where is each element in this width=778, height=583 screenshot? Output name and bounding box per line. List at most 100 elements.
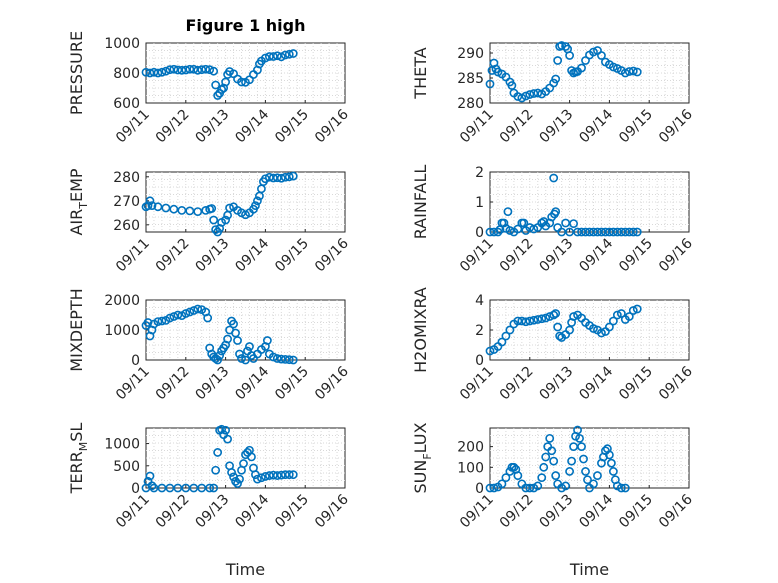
data-point bbox=[541, 452, 551, 462]
data-point bbox=[284, 172, 294, 182]
data-point bbox=[620, 68, 630, 78]
data-point bbox=[589, 479, 598, 489]
data-point bbox=[605, 450, 614, 460]
x-tick-label: 09/11 bbox=[113, 236, 153, 276]
data-point bbox=[606, 458, 616, 468]
data-point bbox=[485, 346, 495, 356]
data-point bbox=[521, 91, 531, 101]
sun-flux-subplot: 09/11 09/12 09/13 09/14 09/15 09/16 200 100 0 SUN… bbox=[411, 422, 696, 579]
data-point bbox=[549, 456, 559, 466]
data-point bbox=[143, 318, 153, 327]
x-tick-label: 09/16 bbox=[656, 491, 696, 531]
data-point bbox=[533, 481, 543, 491]
data-point bbox=[561, 218, 571, 228]
data-point bbox=[233, 336, 242, 345]
y-axis-label: H2OMIXRA bbox=[411, 287, 430, 373]
x-tick-label: 09/11 bbox=[113, 492, 153, 532]
y-axis-label-part: TERR bbox=[67, 451, 86, 494]
x-tick-label: 09/16 bbox=[312, 106, 352, 146]
data-point bbox=[193, 207, 203, 216]
x-tick-label: 09/15 bbox=[616, 492, 656, 532]
x-tick-label: 09/15 bbox=[272, 107, 312, 147]
data-point bbox=[608, 62, 618, 72]
data-point bbox=[209, 215, 219, 225]
data-point bbox=[201, 64, 211, 74]
x-tick-label: 09/13 bbox=[537, 364, 577, 404]
x-tick-label: 09/14 bbox=[576, 363, 616, 403]
y-axis-label-part: SL bbox=[67, 423, 86, 442]
data-point bbox=[245, 342, 254, 351]
data-point bbox=[565, 51, 574, 60]
y-tick-label: 0 bbox=[475, 353, 484, 369]
data-point bbox=[529, 315, 539, 325]
data-point bbox=[597, 51, 606, 60]
data-point bbox=[555, 331, 565, 341]
data-point bbox=[280, 172, 290, 182]
x-tick-label: 09/15 bbox=[616, 364, 656, 404]
data-point bbox=[569, 219, 578, 228]
y-axis-label: THETA bbox=[411, 47, 430, 99]
pressure-subplot: 09/11 09/12 09/13 09/14 09/15 09/16 1000 800 600… bbox=[67, 16, 352, 146]
data-point bbox=[276, 354, 286, 364]
data-point bbox=[288, 49, 298, 58]
data-point bbox=[525, 483, 535, 493]
x-tick-label: 09/14 bbox=[576, 235, 616, 275]
data-point bbox=[577, 442, 586, 452]
data-point bbox=[165, 313, 175, 323]
data-point bbox=[268, 352, 278, 362]
theta-subplot: 09/11 09/12 09/13 09/14 09/15 09/16 290 285 280 T… bbox=[411, 41, 696, 147]
data-point bbox=[253, 196, 262, 206]
data-point bbox=[237, 77, 246, 87]
data-point bbox=[525, 90, 535, 99]
data-point bbox=[553, 56, 563, 65]
y-axis-label: PRESSURE bbox=[67, 31, 86, 115]
x-tick-label: 09/11 bbox=[457, 364, 497, 404]
data-point bbox=[612, 310, 622, 320]
data-point bbox=[565, 467, 574, 476]
data-point bbox=[513, 471, 523, 480]
y-tick-label: 280 bbox=[113, 170, 140, 186]
data-point bbox=[233, 479, 242, 488]
x-tick-label: 09/14 bbox=[232, 363, 272, 403]
x-tick-label: 09/12 bbox=[153, 364, 193, 404]
data-point bbox=[608, 467, 618, 476]
data-point bbox=[145, 471, 155, 481]
data-point bbox=[211, 80, 221, 90]
x-tick-label: 09/13 bbox=[193, 492, 233, 532]
data-point bbox=[547, 446, 557, 456]
x-axis-label: Time bbox=[225, 560, 265, 579]
data-point bbox=[509, 462, 519, 472]
x-tick-label: 09/15 bbox=[616, 107, 656, 147]
data-point bbox=[620, 483, 630, 493]
data-point bbox=[505, 226, 515, 235]
data-point bbox=[203, 313, 213, 323]
y-tick-label: 100 bbox=[457, 460, 484, 476]
y-axis-label-part: PRESSURE bbox=[67, 31, 86, 115]
data-point bbox=[632, 227, 642, 237]
data-point bbox=[237, 354, 246, 363]
x-tick-label: 09/16 bbox=[656, 363, 696, 403]
data-point bbox=[485, 79, 495, 89]
y-tick-label: 270 bbox=[113, 194, 140, 210]
data-point bbox=[260, 472, 270, 481]
y-tick-label: 4 bbox=[475, 293, 484, 309]
data-point bbox=[264, 52, 274, 61]
data-point bbox=[147, 201, 157, 210]
data-point bbox=[628, 66, 638, 76]
y-tick-label: 2 bbox=[475, 165, 484, 181]
data-point bbox=[207, 204, 217, 213]
data-point bbox=[284, 355, 294, 365]
y-axis-label: AIRTEMP bbox=[67, 168, 90, 235]
data-point bbox=[549, 173, 559, 183]
data-point bbox=[181, 65, 191, 75]
data-point bbox=[185, 64, 195, 74]
y-axis-label-part: SUN bbox=[411, 460, 430, 494]
data-point bbox=[288, 171, 298, 181]
data-point bbox=[493, 227, 503, 237]
data-point bbox=[605, 322, 614, 332]
data-point bbox=[529, 224, 539, 234]
data-point bbox=[185, 307, 195, 317]
data-point bbox=[213, 355, 223, 365]
x-tick-label: 09/14 bbox=[232, 491, 272, 531]
x-tick-label: 09/12 bbox=[497, 492, 537, 532]
